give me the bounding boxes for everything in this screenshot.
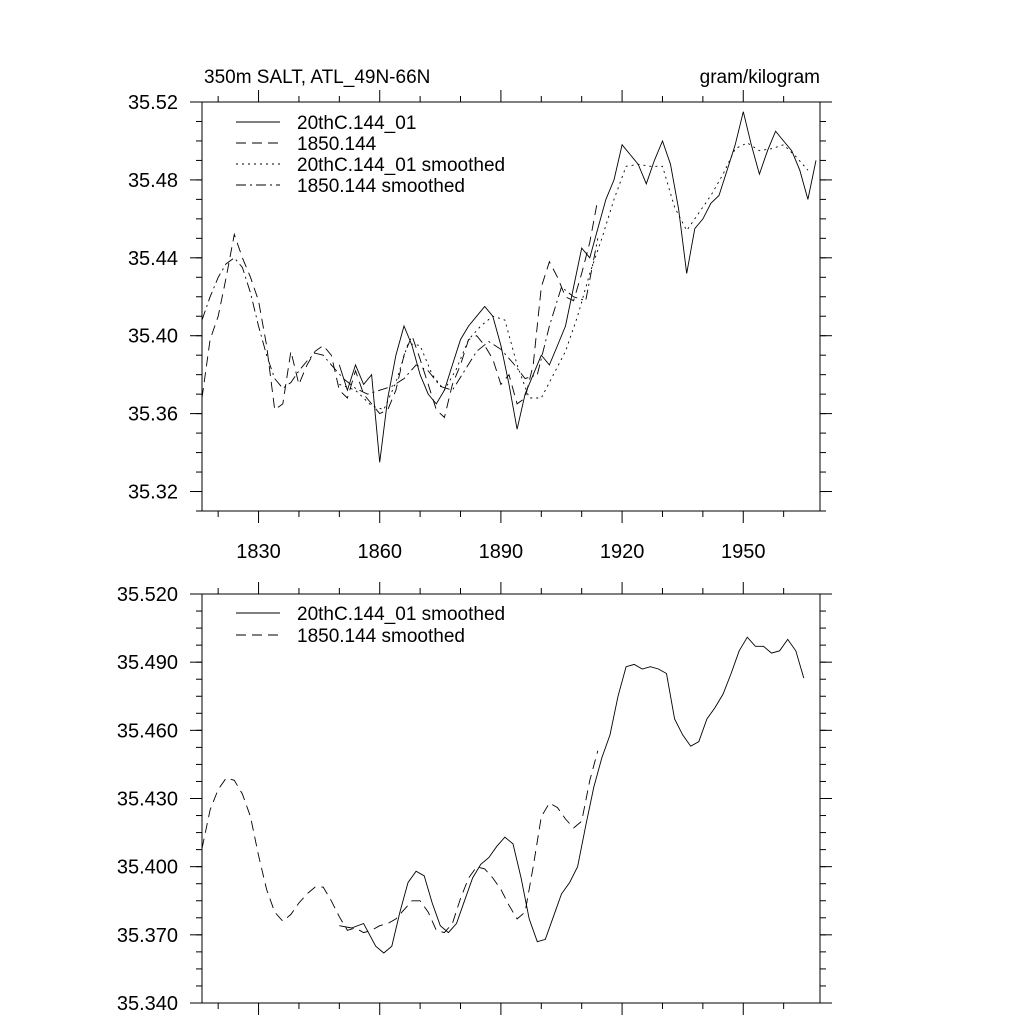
series-line-2 (339, 142, 809, 411)
x-tick-label: 1950 (721, 541, 766, 563)
top-axes: 35.32 35.36 35.40 35.44 35.48 35.52 1830 1860 18… (128, 90, 832, 563)
y-tick-label: 35.36 (128, 404, 178, 426)
y-tick-label: 35.490 (117, 652, 178, 674)
x-tick-label: 1890 (479, 541, 524, 563)
bottom-series-lines (201, 636, 805, 954)
legend-label-3: 1850.144 smoothed (297, 176, 465, 197)
x-tick-label: 1920 (600, 541, 645, 563)
y-tick-label: 35.48 (128, 170, 178, 192)
y-tick-label: 35.400 (117, 857, 178, 879)
series-line-0 (339, 636, 805, 954)
bottom-panel: 35.340 35.370 35.400 35.430 35.460 35.490 35.5… (117, 582, 832, 1015)
legend-label-0: 20thC.144_01 (297, 113, 416, 134)
y-tick-label: 35.370 (117, 925, 178, 947)
top-chart-title: 350m SALT, ATL_49N-66N (204, 67, 430, 88)
series-line-3 (201, 238, 599, 395)
top-panel: 350m SALT, ATL_49N-66N gram/kilogram 35.… (128, 67, 832, 563)
series-line-1 (201, 199, 599, 419)
series-line-1 (201, 750, 599, 934)
y-tick-label: 35.40 (128, 326, 178, 348)
y-tick-label: 35.32 (128, 482, 178, 504)
y-tick-label: 35.52 (128, 92, 178, 114)
top-plot-frame (201, 101, 821, 512)
legend-label-0: 20thC.144_01 smoothed (297, 604, 505, 625)
top-chart-units: gram/kilogram (700, 67, 820, 88)
y-tick-label: 35.430 (117, 789, 178, 811)
y-tick-label: 35.340 (117, 993, 178, 1015)
legend-label-1: 1850.144 smoothed (297, 626, 465, 647)
top-series-lines (201, 111, 817, 463)
bottom-plot-frame (201, 593, 821, 1004)
legend-label-1: 1850.144 (297, 134, 377, 155)
legend-label-2: 20thC.144_01 smoothed (297, 155, 505, 176)
x-tick-label: 1830 (236, 541, 281, 563)
series-line-0 (338, 111, 817, 463)
bottom-axes: 35.340 35.370 35.400 35.430 35.460 35.490 35.5… (117, 582, 832, 1015)
x-tick-label: 1860 (357, 541, 402, 563)
y-tick-label: 35.44 (128, 248, 178, 270)
y-tick-label: 35.520 (117, 584, 178, 606)
y-tick-label: 35.460 (117, 720, 178, 742)
